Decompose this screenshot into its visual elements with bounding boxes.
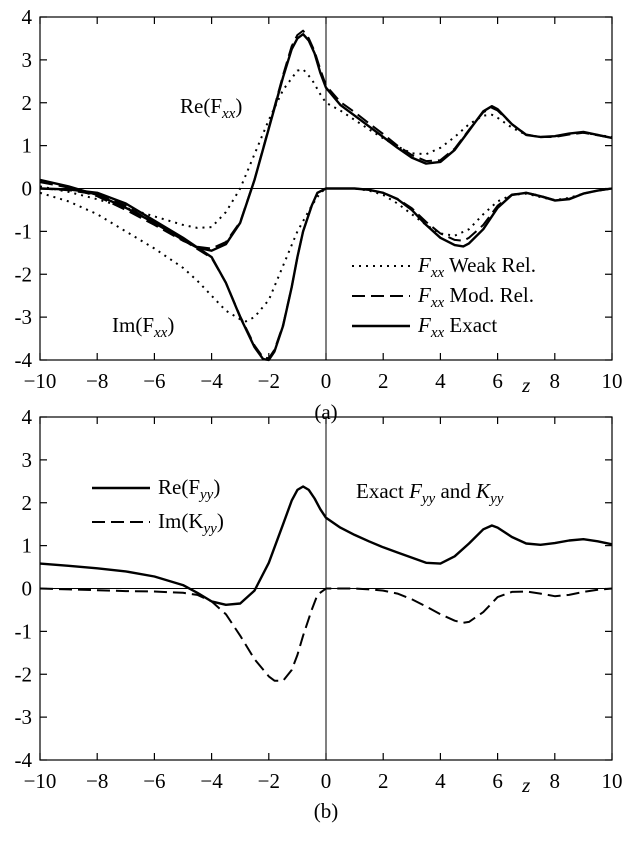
y-tick-label: -4 [15, 748, 33, 772]
y-tick-label: 4 [22, 5, 33, 29]
annotation-im-fxx: Im(Fxx) [112, 313, 174, 341]
x-axis-label: z [521, 773, 530, 797]
x-tick-label: 0 [321, 769, 332, 793]
legend-entry: Fxx Exact [417, 313, 497, 341]
y-tick-label: -1 [15, 219, 33, 243]
panel-label: (a) [314, 400, 337, 424]
x-tick-label: −2 [258, 369, 280, 393]
y-tick-label: 4 [22, 405, 33, 429]
x-tick-label: 8 [550, 769, 561, 793]
legend-entry: Fxx Mod. Rel. [417, 283, 534, 311]
y-tick-label: -2 [15, 662, 33, 686]
x-tick-label: −4 [200, 769, 223, 793]
x-tick-label: −8 [86, 769, 108, 793]
series-line-solid [39, 485, 613, 606]
panel-label: (b) [314, 799, 339, 823]
series-line-dashed [39, 187, 613, 360]
y-tick-label: 2 [22, 491, 33, 515]
y-tick-label: 3 [22, 448, 33, 472]
x-tick-label: 6 [492, 369, 503, 393]
series-line-dotted [39, 68, 613, 229]
x-tick-label: −4 [200, 369, 223, 393]
x-tick-label: −6 [143, 769, 165, 793]
x-axis-label: z [521, 373, 530, 397]
series-line-dashed [39, 587, 613, 682]
annotation-re-fxx: Re(Fxx) [180, 94, 242, 122]
y-tick-label: 0 [22, 577, 33, 601]
x-tick-label: 10 [602, 769, 623, 793]
y-tick-label: 3 [22, 48, 33, 72]
y-tick-label: 1 [22, 534, 33, 558]
x-tick-label: 2 [378, 769, 389, 793]
y-tick-label: 1 [22, 134, 33, 158]
series-line-solid [39, 33, 613, 252]
x-tick-label: 0 [321, 369, 332, 393]
legend-entry: Im(Kyy) [158, 509, 224, 537]
y-tick-label: -4 [15, 348, 33, 372]
x-tick-label: −8 [86, 369, 108, 393]
x-tick-label: 4 [435, 369, 446, 393]
x-tick-label: −6 [143, 369, 165, 393]
x-tick-label: −10 [24, 369, 57, 393]
x-tick-label: −2 [258, 769, 280, 793]
y-tick-label: -3 [15, 705, 33, 729]
legend-entry: Re(Fyy) [158, 475, 220, 503]
x-tick-label: −10 [24, 769, 57, 793]
y-tick-label: 2 [22, 91, 33, 115]
x-tick-label: 2 [378, 369, 389, 393]
y-tick-label: -1 [15, 619, 33, 643]
annotation-exact-fyy-kyy: Exact Fyy and Kyy [356, 479, 504, 507]
y-tick-label: -2 [15, 262, 33, 286]
series-line-dashed [39, 29, 613, 250]
x-tick-label: 8 [550, 369, 561, 393]
y-tick-label: -3 [15, 305, 33, 329]
x-tick-label: 10 [602, 369, 623, 393]
x-tick-label: 4 [435, 769, 446, 793]
legend-entry: Fxx Weak Rel. [417, 253, 536, 281]
x-tick-label: 6 [492, 769, 503, 793]
y-tick-label: 0 [22, 177, 33, 201]
